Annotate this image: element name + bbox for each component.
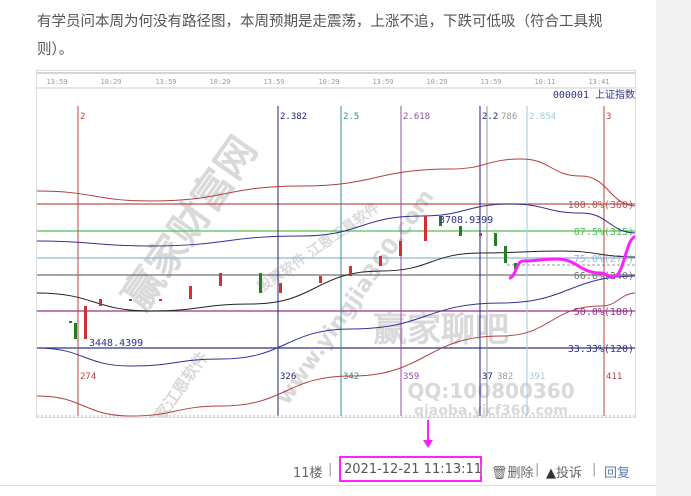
right-scrollbar-area <box>656 0 691 496</box>
vertical-label: 2.5 <box>343 112 359 122</box>
candlestick <box>349 266 352 276</box>
vertical-label: 2.618 <box>403 112 430 122</box>
time-label: 13:59 <box>155 78 176 86</box>
candlestick <box>504 246 507 263</box>
candlestick <box>439 216 442 226</box>
candlestick <box>319 276 322 283</box>
vertical-label: 2.2 <box>482 112 498 122</box>
candlestick <box>279 283 282 293</box>
high-price-label: 3708.9399 <box>439 215 493 226</box>
post-timestamp: 2021-12-21 11:13:11 <box>344 462 483 477</box>
lower-band-red <box>37 292 635 417</box>
separator: | <box>328 462 333 477</box>
vertical-label: 2.854 <box>529 112 556 122</box>
candlestick <box>514 263 517 269</box>
candlestick <box>189 286 192 299</box>
time-label: 13:59 <box>480 78 501 86</box>
time-label: 10:11 <box>534 78 555 86</box>
moving-average <box>37 250 635 312</box>
time-label: 10:29 <box>426 78 447 86</box>
delete-button[interactable]: 🗑删除 <box>491 466 534 481</box>
post-footer: 11楼 | 2021-12-21 11:13:11 | 🗑删除 | ▲投诉 | … <box>0 456 656 484</box>
candlestick <box>84 306 87 339</box>
vertical-label: 2 <box>80 112 85 122</box>
candlestick <box>129 299 132 301</box>
vertical-bottom-label: 359 <box>403 372 419 382</box>
vertical-bottom-label: 382 <box>497 372 513 382</box>
candlestick <box>74 323 77 339</box>
candlestick <box>159 299 162 301</box>
low-price-label: 3448.4399 <box>89 338 143 349</box>
watermark: qiaoba.yjcf360.com <box>414 403 568 418</box>
lower-band-blue <box>37 275 635 367</box>
candlestick <box>219 273 222 286</box>
candlestick <box>259 273 262 293</box>
timestamp-highlight-box <box>339 456 482 482</box>
candlestick <box>379 256 382 266</box>
reply-button[interactable]: 回复 <box>604 466 631 481</box>
time-label: 13:41 <box>588 78 609 86</box>
separator: | <box>592 462 597 477</box>
forecast-path <box>508 235 635 280</box>
divider <box>0 485 656 486</box>
vertical-bottom-label: 411 <box>606 372 622 382</box>
upper-band-red <box>37 158 635 207</box>
watermark: 赢家聊吧 <box>373 310 509 350</box>
candlestick <box>459 226 462 236</box>
index-label: 000001 上证指数 <box>553 88 635 101</box>
time-label: 10:29 <box>100 78 121 86</box>
vertical-label: 3 <box>606 112 611 122</box>
candlestick <box>479 233 482 236</box>
time-label: 13:59 <box>372 78 393 86</box>
candlestick <box>399 241 402 256</box>
time-label: 13:59 <box>263 78 284 86</box>
vertical-label: 2.382 <box>280 112 307 122</box>
vertical-bottom-label: 342 <box>343 372 359 382</box>
time-label: 10:29 <box>209 78 230 86</box>
upper-band-blue <box>37 203 635 247</box>
time-label: 10:29 <box>318 78 339 86</box>
vertical-bottom-label: 326 <box>280 372 296 382</box>
chart-image: 赢家财富网 赢家江恩软件 股票软件 江恩工具软件 www.yingjia360.com… <box>36 70 636 418</box>
vertical-bottom-label: 274 <box>80 372 96 382</box>
watermark: QQ:100800360 <box>407 379 574 403</box>
separator: | <box>479 462 484 477</box>
candlestick <box>99 299 102 306</box>
warning-icon: ▲ <box>546 466 556 481</box>
floor-number: 11楼 <box>293 466 323 481</box>
post-body: 有学员问本周为何没有路径图，本周预期是走震荡，上涨不追，下跌可低吸（符合工具规则… <box>37 14 603 58</box>
candlestick <box>494 233 497 246</box>
report-button[interactable]: ▲投诉 <box>546 466 583 481</box>
separator: | <box>535 462 540 477</box>
level-label: 100.0%(360) <box>568 200 634 211</box>
vertical-bottom-label: 391 <box>529 372 545 382</box>
vertical-label: 786 <box>501 112 517 122</box>
level-label: 33.33%(120) <box>568 344 634 355</box>
candlestick <box>424 216 427 241</box>
time-label: 13:59 <box>46 78 67 86</box>
trash-icon: 🗑 <box>491 466 508 481</box>
candlestick <box>69 321 72 323</box>
